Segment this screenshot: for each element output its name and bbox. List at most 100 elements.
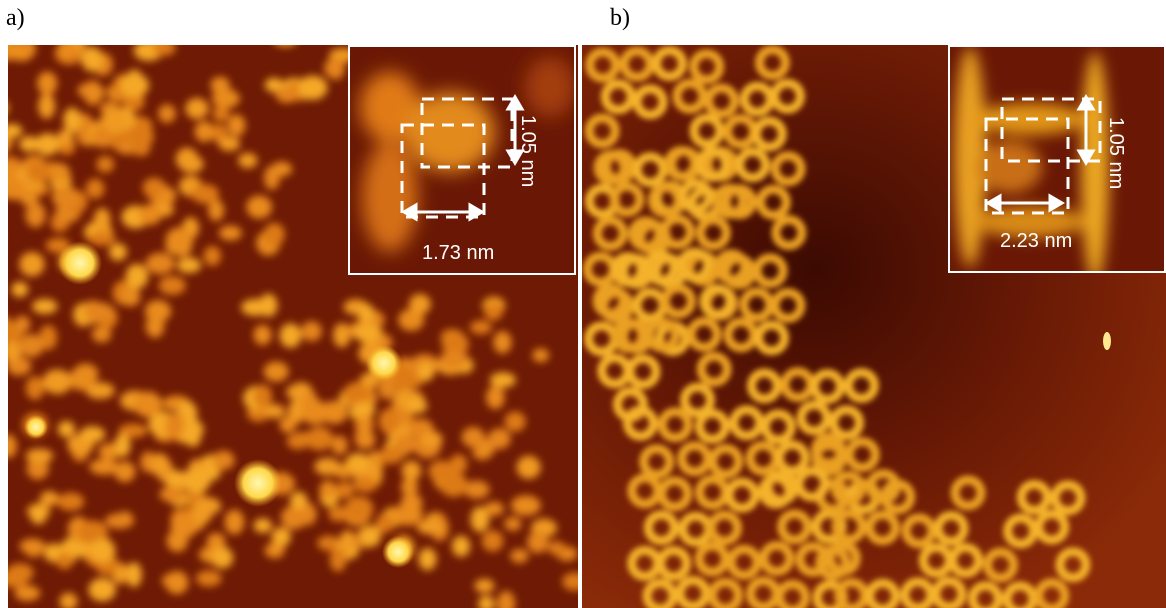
pore-ring <box>769 78 805 114</box>
molecule-blob <box>289 491 308 510</box>
molecule-blob <box>8 45 18 61</box>
pore-ring <box>746 368 782 404</box>
pore-ring <box>677 247 713 283</box>
molecule-blob <box>352 323 383 343</box>
pore-ring <box>707 577 743 608</box>
bright-cluster <box>58 241 102 285</box>
pore-ring <box>639 444 675 480</box>
pore-ring <box>643 510 679 546</box>
pore-ring <box>714 249 750 285</box>
molecule-blob <box>11 281 29 298</box>
molecule-blob <box>218 136 241 152</box>
molecule-blob <box>39 490 59 506</box>
pore-ring <box>795 541 831 577</box>
molecule-blob <box>493 330 512 354</box>
pore-ring <box>695 215 731 251</box>
molecule-blob <box>120 287 141 307</box>
pore-ring <box>707 510 743 546</box>
pore-ring <box>830 470 866 506</box>
molecule-blob <box>264 404 286 419</box>
molecule-blob <box>29 502 48 525</box>
molecule-blob <box>59 592 78 608</box>
pore-ring <box>1003 513 1039 549</box>
pore-ring <box>763 469 799 505</box>
pore-ring <box>708 443 744 479</box>
pore-ring <box>1050 480 1086 516</box>
molecule-blob <box>263 222 285 246</box>
pore-ring <box>751 116 787 152</box>
molecule-blob <box>166 529 188 552</box>
molecule-blob <box>532 348 550 363</box>
molecule-blob <box>176 257 202 274</box>
pore-ring <box>647 182 683 218</box>
pore-ring <box>724 477 760 513</box>
molecule-blob <box>25 202 46 228</box>
molecule-blob <box>39 324 58 350</box>
molecule-blob <box>104 513 135 529</box>
pore-ring <box>632 84 668 120</box>
molecule-blob <box>8 338 22 363</box>
molecule-blob <box>158 104 176 123</box>
molecule-blob <box>79 426 106 443</box>
molecule-blob <box>85 302 114 322</box>
pore-ring <box>843 367 879 403</box>
molecule-blob <box>194 497 222 515</box>
molecule-blob <box>489 372 516 388</box>
molecule-blob <box>279 416 297 433</box>
panel-a-label: a) <box>6 5 25 31</box>
molecule-blob <box>416 519 444 535</box>
molecule-blob <box>259 293 278 317</box>
molecule-blob <box>319 480 337 498</box>
pore-ring <box>834 577 870 608</box>
inset-b-height-label: 1.05 nm <box>1105 117 1127 190</box>
molecule-blob <box>212 105 230 122</box>
molecule-blob <box>469 320 492 335</box>
pore-ring <box>622 405 658 441</box>
pore-ring <box>592 215 628 251</box>
molecule-blob <box>158 186 176 205</box>
molecule-blob <box>57 129 74 146</box>
molecule-blob <box>375 514 394 533</box>
pore-ring <box>593 150 629 186</box>
molecule-blob <box>279 323 302 348</box>
pore-ring <box>933 511 969 547</box>
pore-ring <box>1016 479 1052 515</box>
molecule-blob <box>35 133 60 156</box>
molecule-blob <box>355 412 374 436</box>
molecule-blob <box>378 408 399 434</box>
pore-ring <box>659 214 695 250</box>
molecule-blob <box>305 426 334 451</box>
molecule-blob <box>208 199 225 222</box>
pore-ring <box>811 432 847 468</box>
pore-ring <box>689 49 725 85</box>
pore-ring <box>950 475 986 511</box>
molecule-blob <box>63 107 81 133</box>
bright-cluster <box>382 536 414 568</box>
molecule-blob <box>139 204 162 225</box>
molecule-blob <box>96 155 115 173</box>
pore-ring <box>664 146 700 182</box>
pore-ring <box>694 408 730 444</box>
molecule-blob <box>496 590 516 608</box>
molecule-blob <box>328 505 348 522</box>
molecule-blob <box>547 541 566 556</box>
molecule-blob <box>165 570 189 595</box>
molecule-blob <box>89 538 116 563</box>
pore-ring <box>657 476 693 512</box>
inset-a-dashed-boxes <box>400 97 514 219</box>
molecule-blob <box>516 455 541 479</box>
molecule-blob <box>333 322 351 348</box>
molecule-blob <box>451 535 471 557</box>
molecule-blob <box>8 563 34 583</box>
molecule-blob <box>165 227 194 254</box>
molecule-blob <box>510 495 541 516</box>
pore-ring <box>625 354 661 390</box>
molecule-blob <box>343 382 370 407</box>
molecule-blob <box>19 191 39 206</box>
molecule-blob <box>504 516 522 532</box>
molecule-blob <box>461 426 485 448</box>
molecule-blob <box>211 88 240 109</box>
molecule-blob <box>8 434 17 459</box>
molecule-blob <box>276 45 294 47</box>
molecule-blob <box>93 207 111 232</box>
